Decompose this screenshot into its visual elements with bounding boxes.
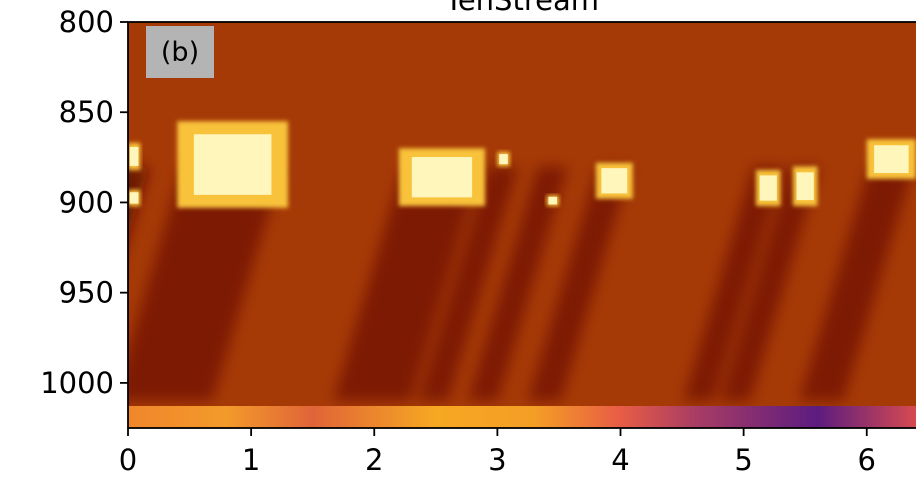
plot-area	[128, 22, 916, 428]
x-tick-label: 0	[119, 443, 137, 477]
dark-streak	[128, 166, 283, 401]
dark-streak	[683, 166, 784, 401]
surface-color-row	[128, 406, 916, 428]
x-axis: 0 1 2 3 4 5 6	[119, 428, 876, 477]
dark-streak-layer	[128, 166, 914, 401]
plot-frame	[127, 21, 916, 429]
cloud-patch	[129, 146, 139, 166]
cloud-patch	[874, 145, 909, 174]
cloud-patch	[411, 156, 473, 198]
cloud-patch	[129, 192, 139, 204]
y-tick-label: 850	[59, 95, 114, 129]
dark-streak	[720, 166, 821, 401]
y-tick-label: 950	[59, 276, 114, 310]
x-tick-label: 6	[858, 443, 876, 477]
x-tick-label: 3	[488, 443, 506, 477]
dark-streak	[128, 166, 150, 238]
y-tick-label: 800	[59, 5, 114, 39]
x-tick-label: 1	[242, 443, 260, 477]
chart-title: TenStream	[444, 0, 599, 17]
cloud-patch	[548, 196, 558, 205]
panel-label-text: (b)	[161, 37, 199, 68]
dark-streak	[527, 166, 631, 401]
cloud-patch	[759, 175, 777, 201]
x-tick-label: 2	[365, 443, 383, 477]
dark-streak	[418, 166, 519, 401]
y-tick-label: 900	[59, 185, 114, 219]
cloud-patch	[193, 134, 272, 195]
y-axis: 800 850 900 950 1000	[40, 5, 128, 400]
panel-label-box	[146, 26, 214, 78]
bright-cloud-layer	[128, 121, 916, 208]
dark-streak	[333, 166, 481, 401]
cloud-patch	[796, 172, 814, 201]
x-tick-label: 4	[611, 443, 629, 477]
cloud-patch	[499, 154, 508, 165]
cloud-patch	[601, 168, 628, 194]
panel-label: (b)	[146, 26, 214, 78]
dark-streak	[799, 166, 914, 401]
y-tick-label: 1000	[40, 366, 114, 400]
dark-streak	[467, 166, 568, 401]
x-tick-label: 5	[734, 443, 752, 477]
